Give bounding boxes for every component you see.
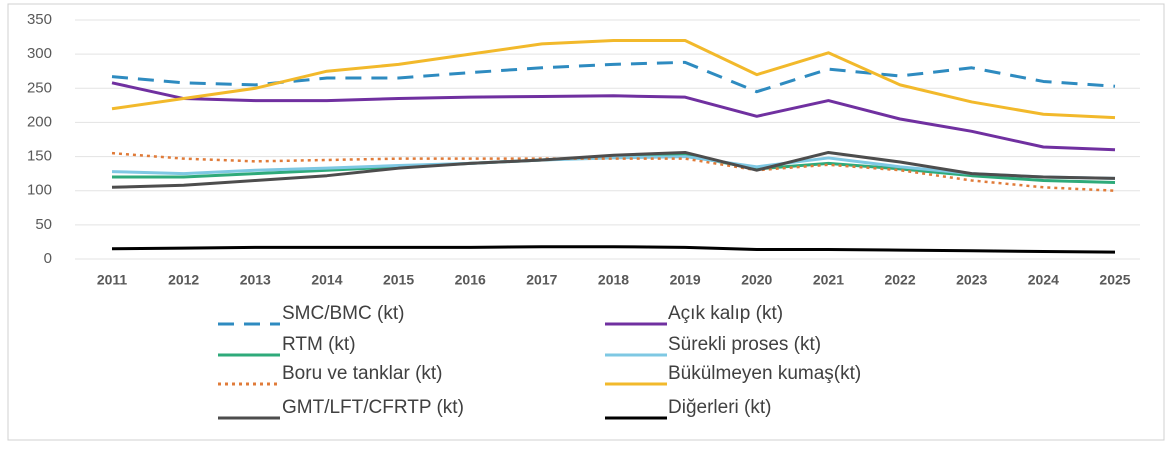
y-tick-label: 100 [27, 182, 52, 199]
x-tick-label: 2014 [311, 272, 342, 288]
x-tick-label: 2013 [240, 272, 271, 288]
y-tick-label: 200 [27, 113, 52, 130]
x-tick-label: 2019 [670, 272, 701, 288]
legend-label: GMT/LFT/CFRTP (kt) [282, 397, 464, 418]
y-tick-label: 300 [27, 45, 52, 62]
y-tick-label: 50 [35, 216, 52, 233]
series-line [111, 150, 1116, 189]
legend-label: Boru ve tanklar (kt) [282, 363, 443, 384]
legend-label: Bükülmeyen kumaş(kt) [668, 363, 861, 384]
x-tick-label: 2025 [1099, 272, 1130, 288]
x-tick-label: 2015 [383, 272, 414, 288]
legend-label: Diğerleri (kt) [668, 397, 771, 418]
y-tick-label: 350 [27, 11, 52, 28]
x-tick-label: 2021 [813, 272, 844, 288]
x-tick-label: 2022 [884, 272, 915, 288]
x-tick-label: 2012 [168, 272, 199, 288]
y-tick-label: 0 [44, 250, 52, 267]
legend-label: RTM (kt) [282, 334, 356, 355]
x-tick-label: 2011 [97, 272, 128, 288]
legend-label: SMC/BMC (kt) [282, 303, 404, 324]
series-line [111, 155, 1116, 180]
x-tick-label: 2018 [598, 272, 629, 288]
series-line [111, 81, 1116, 152]
x-tick-label: 2016 [455, 272, 486, 288]
chart-frame [7, 3, 1165, 441]
y-tick-label: 250 [27, 79, 52, 96]
x-tick-label: 2024 [1028, 272, 1059, 288]
series-line [111, 38, 1116, 120]
y-tick-label: 150 [27, 148, 52, 165]
x-tick-label: 2017 [526, 272, 557, 288]
legend-label: Açık kalıp (kt) [668, 303, 783, 324]
x-tick-label: 2023 [956, 272, 987, 288]
series-line [111, 245, 1116, 254]
legend-label: Sürekli proses (kt) [668, 334, 821, 355]
x-tick-label: 2020 [741, 272, 772, 288]
